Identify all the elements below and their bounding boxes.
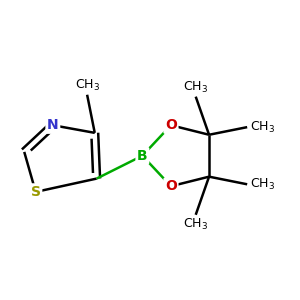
Text: N: N bbox=[47, 118, 58, 132]
Text: O: O bbox=[165, 179, 177, 193]
Text: O: O bbox=[165, 118, 177, 132]
Text: CH$_3$: CH$_3$ bbox=[250, 177, 275, 192]
Text: CH$_3$: CH$_3$ bbox=[250, 120, 275, 135]
Text: S: S bbox=[31, 185, 41, 199]
Text: CH$_3$: CH$_3$ bbox=[75, 78, 100, 93]
Text: B: B bbox=[137, 149, 148, 163]
Text: CH$_3$: CH$_3$ bbox=[183, 217, 208, 232]
Text: CH$_3$: CH$_3$ bbox=[183, 80, 208, 95]
